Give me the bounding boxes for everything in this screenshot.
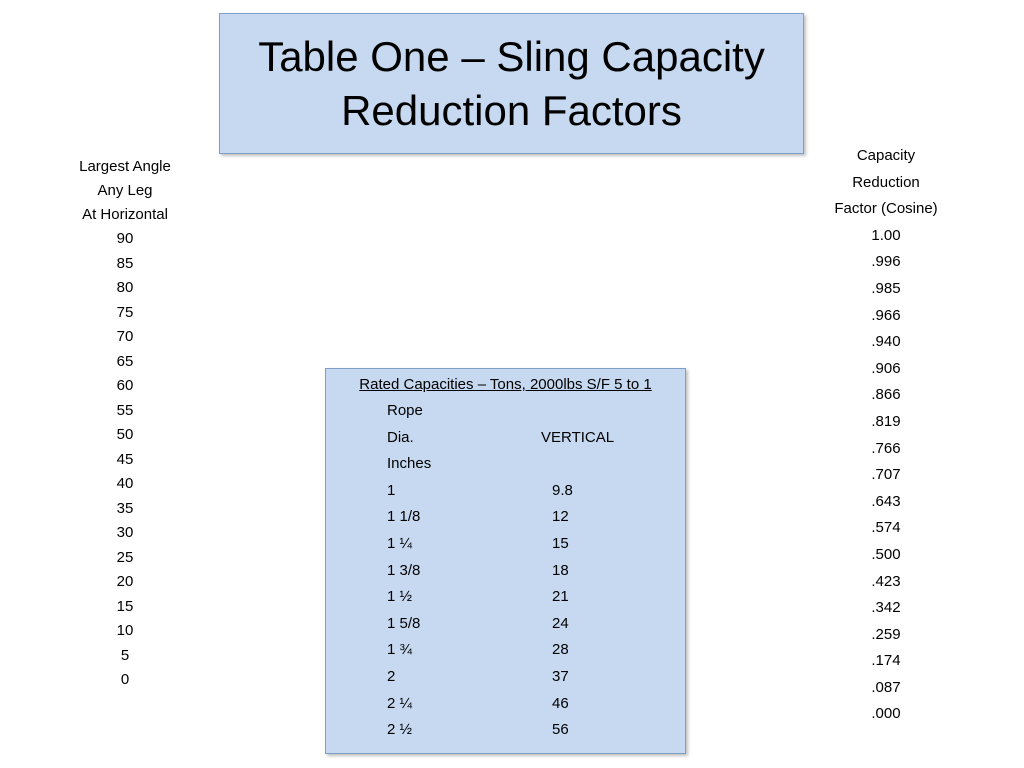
angle-value: 85 xyxy=(116,254,134,272)
rope-diameter: 1 ½ xyxy=(387,588,413,606)
factor-value: .174 xyxy=(871,652,901,670)
table-row: 2 ¼ 46 xyxy=(326,691,685,718)
factor-value: .342 xyxy=(871,599,901,617)
vertical-capacity: 9.8 xyxy=(552,481,573,499)
factor-value: .707 xyxy=(871,466,901,484)
factor-value: .000 xyxy=(871,705,901,723)
factor-value: .906 xyxy=(871,359,901,377)
angle-value: 65 xyxy=(116,352,134,370)
angle-value: 40 xyxy=(116,475,134,492)
vertical-capacity: 56 xyxy=(552,721,569,739)
vertical-capacity: 21 xyxy=(552,588,569,606)
rope-diameter: 1 ¾ xyxy=(387,641,413,659)
rope-diameter: 1 3/8 xyxy=(387,561,421,579)
factor-value: .574 xyxy=(871,519,901,537)
table-row: 2 ½ 56 xyxy=(326,717,685,744)
factor-values: 1.00 .996 .985 .966 .940 .906 .866 .819 .766 .707… xyxy=(806,223,966,728)
factor-column: Capacity Reduction Factor (Cosine) 1.00.… xyxy=(806,143,966,728)
angle-value: 30 xyxy=(116,524,134,541)
table-row: 1 1/8 12 xyxy=(326,504,685,531)
angle-header-line: Largest Angle xyxy=(79,158,171,175)
rope-header-line: Inches xyxy=(387,455,432,473)
factor-value: .423 xyxy=(871,572,901,590)
factor-header-line: Reduction xyxy=(852,173,920,191)
factor-value: .766 xyxy=(871,439,901,457)
vertical-capacity: 12 xyxy=(552,508,569,526)
factor-value: .259 xyxy=(871,625,901,643)
table-row: 1 ½ 21 xyxy=(326,584,685,611)
vertical-capacity: 28 xyxy=(552,641,569,659)
factor-value: 1.00 xyxy=(871,226,901,244)
angle-value: 55 xyxy=(116,401,134,419)
angle-column: Largest Angle Any Leg At Horizontal 90 85… xyxy=(50,155,200,693)
angle-header-line: Any Leg xyxy=(97,182,153,199)
table-row: 1 9.8 xyxy=(326,478,685,505)
rope-diameter: 1 1/8 xyxy=(387,508,421,526)
angle-values: 90 85 80 75 70 65 60 55 50 45 40 35 30 25 20 15 10 5 0 xyxy=(50,227,200,693)
factor-value: .643 xyxy=(871,492,901,510)
factor-value: .866 xyxy=(871,386,901,404)
page-title: Table One – Sling Capacity Reduction Fac… xyxy=(258,32,765,134)
capacity-table-title: Rated Capacities – Tons, 2000lbs S/F 5 t… xyxy=(359,376,652,393)
angle-value: 0 xyxy=(120,671,130,688)
vertical-capacity: 15 xyxy=(552,535,569,552)
capacity-header-row: Inches xyxy=(326,451,685,478)
angle-value: 70 xyxy=(116,328,134,345)
factor-value: .087 xyxy=(871,678,901,696)
factor-header-line: Factor (Cosine) xyxy=(834,200,938,218)
rope-header-line: Rope xyxy=(387,402,423,419)
angle-value: 45 xyxy=(116,450,134,468)
rope-diameter: 1 xyxy=(387,481,396,499)
angle-value: 20 xyxy=(116,573,134,590)
angle-value: 35 xyxy=(116,499,134,517)
factor-value: .940 xyxy=(871,333,901,351)
rope-header-line: Dia. xyxy=(387,428,414,446)
rope-diameter: 2 ¼ xyxy=(387,694,413,712)
vertical-capacity: 46 xyxy=(552,694,569,712)
factor-value: .996 xyxy=(871,253,901,271)
angle-value: 90 xyxy=(116,230,134,247)
angle-value: 75 xyxy=(116,303,134,321)
vertical-capacity: 24 xyxy=(552,614,569,632)
capacity-header-row: Dia. VERTICAL xyxy=(326,425,685,452)
factor-value: .500 xyxy=(871,545,901,563)
title-box: Table One – Sling Capacity Reduction Fac… xyxy=(219,13,804,154)
factor-header-line: Capacity xyxy=(856,147,916,164)
table-row: 1 ¾ 28 xyxy=(326,637,685,664)
rope-diameter: 2 ½ xyxy=(387,721,413,739)
capacity-header-row: Rope xyxy=(326,398,685,425)
rope-diameter: 2 xyxy=(387,668,396,685)
table-row: 2 37 xyxy=(326,664,685,691)
angle-value: 80 xyxy=(116,279,134,296)
table-row: 1 3/8 18 xyxy=(326,558,685,585)
factor-value: .966 xyxy=(871,306,901,324)
capacity-table-box: Rated Capacities – Tons, 2000lbs S/F 5 t… xyxy=(325,368,686,754)
vertical-capacity: 37 xyxy=(552,668,569,685)
angle-value: 50 xyxy=(116,426,134,443)
angle-value: 25 xyxy=(116,548,134,566)
angle-value: 5 xyxy=(120,646,130,664)
angle-value: 60 xyxy=(116,377,134,394)
angle-value: 15 xyxy=(116,597,134,615)
angle-value: 10 xyxy=(116,622,134,639)
vertical-header: VERTICAL xyxy=(541,428,615,446)
factor-value: .819 xyxy=(871,412,901,430)
factor-value: .985 xyxy=(871,279,901,297)
rope-diameter: 1 ¼ xyxy=(387,535,413,552)
angle-header-line: At Horizontal xyxy=(82,206,168,223)
rope-diameter: 1 5/8 xyxy=(387,614,421,632)
table-row: 1 5/8 24 xyxy=(326,611,685,638)
table-row: 1 ¼ 15 xyxy=(326,531,685,558)
vertical-capacity: 18 xyxy=(552,561,569,579)
